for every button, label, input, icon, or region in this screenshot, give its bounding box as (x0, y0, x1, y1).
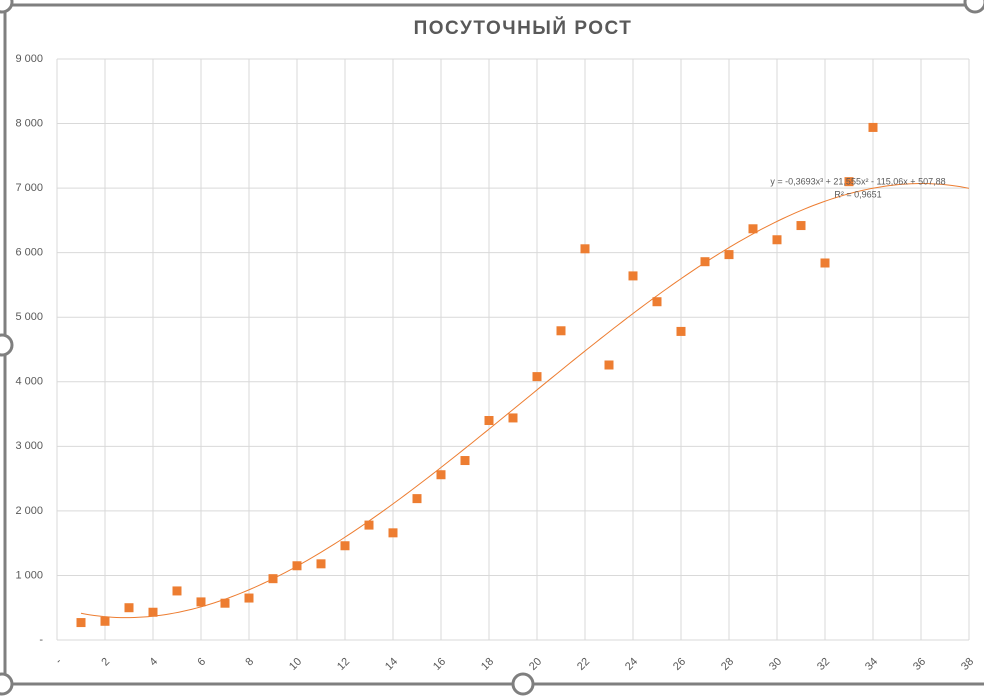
y-tick-label: 9 000 (15, 53, 43, 65)
trendline-equation: y = -0,3693x³ + 21,555x² - 115,06x + 507… (770, 176, 945, 186)
data-point (748, 224, 758, 234)
data-point (196, 597, 206, 607)
data-point (172, 586, 182, 596)
y-tick-label: 4 000 (15, 376, 43, 388)
y-tick-label: 3 000 (15, 440, 43, 452)
data-point (604, 360, 614, 370)
data-point (268, 574, 278, 584)
data-point (580, 244, 590, 254)
y-tick-label: 8 000 (15, 117, 43, 129)
data-point (556, 326, 566, 336)
data-point (508, 413, 518, 423)
y-tick-label: 5 000 (15, 311, 43, 323)
trendline-r-squared: R² = 0,9651 (834, 189, 881, 199)
data-point (436, 470, 446, 480)
data-point (364, 520, 374, 530)
data-point (868, 122, 878, 132)
data-point (244, 593, 254, 603)
data-point (220, 598, 230, 608)
data-point (388, 528, 398, 538)
data-point (772, 235, 782, 245)
y-tick-label: 6 000 (15, 247, 43, 259)
resize-handle[interactable] (0, 0, 14, 14)
data-point (700, 257, 710, 267)
y-tick-label: 7 000 (15, 182, 43, 194)
resize-handle[interactable] (963, 0, 984, 14)
data-point (340, 541, 350, 551)
data-point (316, 559, 326, 569)
data-point (100, 616, 110, 626)
data-point (292, 561, 302, 571)
resize-handle[interactable] (0, 672, 14, 696)
resize-handle[interactable] (511, 672, 535, 696)
data-point (628, 271, 638, 281)
data-point (796, 221, 806, 231)
y-tick-label: - (39, 634, 43, 646)
y-tick-label: 1 000 (15, 569, 43, 581)
resize-handle[interactable] (0, 333, 14, 357)
data-point (676, 326, 686, 336)
data-point (412, 494, 422, 504)
data-point (724, 250, 734, 260)
x-tick-label: - (53, 655, 64, 666)
data-point (820, 258, 830, 268)
data-point (76, 618, 86, 628)
data-point (460, 456, 470, 466)
data-point (484, 416, 494, 426)
chart-title: ПОСУТОЧНЫЙ РОСТ (414, 17, 633, 39)
data-point (532, 372, 542, 382)
data-point (148, 607, 158, 617)
y-tick-label: 2 000 (15, 505, 43, 517)
data-point (652, 297, 662, 307)
data-point (124, 603, 134, 613)
trendline (80, 183, 970, 619)
data-point (844, 177, 854, 187)
